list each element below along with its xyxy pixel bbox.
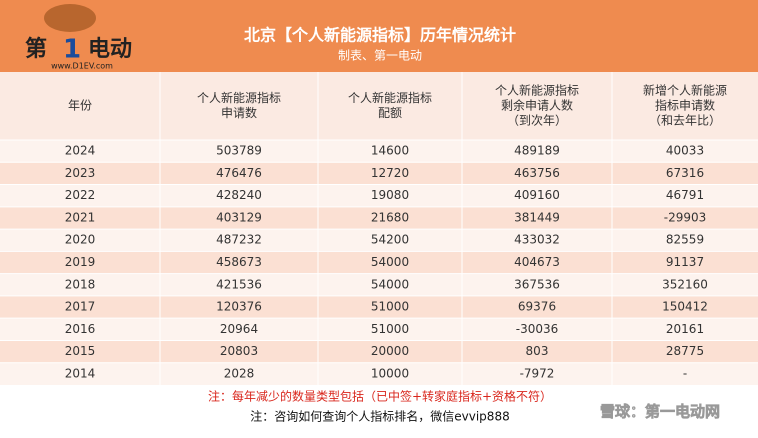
cell: 352160 <box>662 277 708 291</box>
cell: 421536 <box>216 277 262 291</box>
column-header: 个人新能源指标 <box>348 90 432 105</box>
cell: 150412 <box>662 300 708 314</box>
cell: 2028 <box>224 366 255 380</box>
table-row <box>0 273 758 296</box>
cell: 91137 <box>666 255 704 269</box>
table-row <box>0 251 758 274</box>
column-header: 配额 <box>378 106 402 120</box>
table-row <box>0 318 758 341</box>
cell: 503789 <box>216 144 262 158</box>
cell: 489189 <box>514 144 560 158</box>
cell: 2018 <box>65 277 96 291</box>
logo-number: 1 <box>63 35 81 65</box>
cell: 476476 <box>216 166 262 180</box>
cell: 404673 <box>514 255 560 269</box>
cell: 12720 <box>371 166 409 180</box>
cell: 428240 <box>216 188 262 202</box>
table-row <box>0 140 758 163</box>
cell: 433032 <box>514 233 560 247</box>
cell: 19080 <box>371 188 409 202</box>
cell: 2022 <box>65 188 96 202</box>
cell: 409160 <box>514 188 560 202</box>
cell: 54000 <box>371 277 409 291</box>
cell: 82559 <box>666 233 704 247</box>
table-row <box>0 340 758 363</box>
table-row <box>0 295 758 319</box>
note: 注：咨询如何查询个人指标排名，微信evvip888 <box>250 409 509 424</box>
cell: 2019 <box>65 255 96 269</box>
cell: 2021 <box>65 210 96 224</box>
cell: -7972 <box>520 366 555 380</box>
table-row <box>0 184 758 207</box>
logo: 第 1 电动 www.D1EV.com <box>25 4 132 71</box>
note: 注：每年减少的数量类型包括（已中签+转家庭指标+资格不符） <box>208 389 552 404</box>
logo-head <box>44 4 96 32</box>
column-header: 申请数 <box>221 105 257 120</box>
cell: 67316 <box>666 166 704 180</box>
cell: -29903 <box>664 210 707 224</box>
cell: 803 <box>526 344 549 358</box>
cell: 2015 <box>65 344 96 358</box>
logo-text: 第 <box>25 36 47 62</box>
cell: 2020 <box>65 233 96 247</box>
cell: -30036 <box>516 322 559 336</box>
cell: 403129 <box>216 210 262 224</box>
cell: 458673 <box>216 255 262 269</box>
header-row <box>0 72 758 140</box>
cell: 14600 <box>371 144 409 158</box>
cell: 51000 <box>371 300 409 314</box>
column-header: 年份 <box>68 99 92 113</box>
table-row <box>0 162 758 185</box>
logo-brand: 电动 <box>88 37 132 62</box>
column-header: （到次年） <box>507 114 567 128</box>
cell: 20964 <box>220 322 258 336</box>
title: 北京【个人新能源指标】历年情况统计 <box>244 26 516 45</box>
cell: 2024 <box>65 144 96 158</box>
watermark: 雪球：第一电动网 <box>600 403 720 421</box>
cell: 2017 <box>65 300 96 314</box>
cell: 54200 <box>371 233 409 247</box>
cell: 120376 <box>216 300 262 314</box>
table-row <box>0 362 758 385</box>
column-header: 指标申请数 <box>655 98 715 113</box>
table-row <box>0 206 758 230</box>
column-header: 个人新能源指标 <box>495 83 579 98</box>
table: 年份个人新能源指标申请数个人新能源指标配额个人新能源指标剩余申请人数（到次年）新… <box>0 72 758 385</box>
cell: 381449 <box>514 210 560 224</box>
cell: 69376 <box>518 300 556 314</box>
cell: 2016 <box>65 322 96 336</box>
cell: 2014 <box>65 366 96 380</box>
cell: 20000 <box>371 344 409 358</box>
cell: 21680 <box>371 210 409 224</box>
cell: 28775 <box>666 344 704 358</box>
column-header: 新增个人新能源 <box>643 83 727 98</box>
cell: 20803 <box>220 344 258 358</box>
column-header: 剩余申请人数 <box>501 98 573 113</box>
cell: - <box>683 366 687 380</box>
cell: 2023 <box>65 166 96 180</box>
column-header: （和去年比） <box>649 114 721 128</box>
cell: 54000 <box>371 255 409 269</box>
logo-url: www.D1EV.com <box>51 62 113 71</box>
cell: 10000 <box>371 366 409 380</box>
cell: 20161 <box>666 322 704 336</box>
cell: 40033 <box>666 144 704 158</box>
cell: 51000 <box>371 322 409 336</box>
cell: 463756 <box>514 166 560 180</box>
subtitle: 制表、第一电动 <box>338 49 422 63</box>
cell: 487232 <box>216 233 262 247</box>
header-band <box>0 0 758 72</box>
cell: 367536 <box>514 277 560 291</box>
table-row <box>0 229 758 252</box>
column-header: 个人新能源指标 <box>197 90 281 105</box>
cell: 46791 <box>666 188 704 202</box>
